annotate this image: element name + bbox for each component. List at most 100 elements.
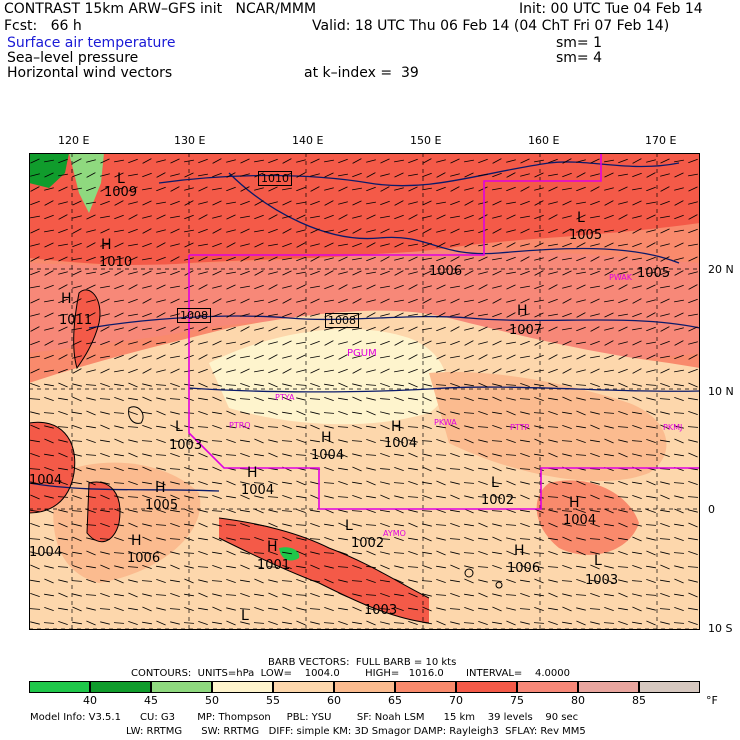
- pressure-label: 1007: [509, 323, 543, 338]
- plot-title: CONTRAST 15km ARW–GFS init NCAR/MMM: [4, 1, 317, 17]
- colorbar-swatch: [29, 681, 90, 693]
- station-label: PTRO: [229, 421, 251, 430]
- pressure-label: 1004: [241, 483, 275, 498]
- pressure-label: 1002: [351, 536, 385, 551]
- colorbar-swatch: [456, 681, 517, 693]
- map-frame: [29, 153, 700, 630]
- field-label-wind: Horizontal wind vectors: [7, 65, 173, 81]
- station-label: AYMO: [383, 529, 406, 538]
- colorbar-swatch: [639, 681, 700, 693]
- high-marker: H: [391, 419, 402, 435]
- model-info-line2: LW: RRTMG SW: RRTMG DIFF: simple KM: 3D …: [126, 726, 586, 737]
- low-marker: L: [577, 210, 585, 226]
- colorbar-swatch: [151, 681, 212, 693]
- contour-legend: CONTOURS: UNITS=hPa LOW= 1004.0 HIGH= 10…: [131, 668, 570, 679]
- high-marker: H: [155, 480, 166, 496]
- colorbar-tick-label: 50: [205, 694, 219, 707]
- colorbar-unit: °F: [706, 694, 718, 707]
- pressure-label: 1004: [563, 513, 597, 528]
- lon-label: 160 E: [528, 134, 560, 147]
- init-time: Init: 00 UTC Tue 04 Feb 14: [519, 1, 703, 17]
- map-panel: 1009 1010 1011 1010 1008 1008 1006 1005 …: [29, 153, 700, 630]
- high-marker: H: [247, 465, 258, 481]
- field-label-temperature: Surface air temperature: [7, 35, 176, 51]
- colorbar-swatch: [212, 681, 273, 693]
- colorbar-tick-label: 45: [144, 694, 158, 707]
- pressure-label: 1006: [127, 551, 161, 566]
- colorbar-tick-label: 55: [266, 694, 280, 707]
- colorbar-tick-label: 70: [449, 694, 463, 707]
- colorbar-tick-label: 65: [388, 694, 402, 707]
- lon-label: 120 E: [58, 134, 90, 147]
- lat-label: 0: [708, 503, 715, 516]
- colorbar-tick-label: 75: [510, 694, 524, 707]
- pressure-label: 1005: [637, 266, 671, 281]
- barb-legend: BARB VECTORS: FULL BARB = 10 kts: [268, 657, 457, 668]
- colorbar-tick-label: 80: [571, 694, 585, 707]
- valid-time: Valid: 18 UTC Thu 06 Feb 14 (04 ChT Fri …: [312, 18, 670, 34]
- high-marker: H: [131, 533, 142, 549]
- high-marker: H: [569, 495, 580, 511]
- colorbar-swatch: [334, 681, 395, 693]
- colorbar-tick-label: 60: [327, 694, 341, 707]
- high-marker: H: [267, 539, 278, 555]
- lon-label: 150 E: [410, 134, 442, 147]
- low-marker: L: [117, 171, 125, 187]
- field-smoothing-slp: sm= 4: [556, 50, 603, 66]
- lon-label: 130 E: [174, 134, 206, 147]
- field-smoothing-temperature: sm= 1: [556, 35, 603, 51]
- colorbar-tick-label: 85: [632, 694, 646, 707]
- temperature-field: [29, 153, 700, 630]
- pressure-label: 1010: [99, 255, 133, 270]
- pressure-label: 1008: [177, 308, 211, 323]
- pressure-label: 1005: [569, 228, 603, 243]
- low-marker: L: [491, 475, 499, 491]
- high-marker: H: [514, 543, 525, 559]
- pressure-label: 1003: [585, 573, 619, 588]
- lon-label: 140 E: [292, 134, 324, 147]
- k-index-label: at k–index = 39: [304, 65, 419, 81]
- pressure-label: 1004: [311, 448, 345, 463]
- high-marker: H: [61, 291, 72, 307]
- pressure-label: 1008: [325, 313, 359, 328]
- lat-label: 10 N: [708, 385, 734, 398]
- pressure-label: 1004: [29, 473, 63, 488]
- high-marker: H: [321, 430, 332, 446]
- forecast-hour: Fcst: 66 h: [4, 18, 82, 34]
- lon-label: 170 E: [645, 134, 677, 147]
- station-label: PTYA: [275, 393, 295, 402]
- station-label: PTTP: [510, 423, 530, 432]
- colorbar-swatch: [273, 681, 334, 693]
- high-marker: H: [517, 303, 528, 319]
- field-label-slp: Sea–level pressure: [7, 50, 139, 66]
- pressure-label: 1004: [29, 545, 63, 560]
- high-marker: H: [101, 237, 112, 253]
- pressure-label: 1002: [481, 493, 515, 508]
- pressure-label: 1011: [59, 313, 93, 328]
- pressure-label: 1010: [258, 171, 292, 186]
- low-marker: L: [594, 553, 602, 569]
- pressure-label: 1006: [507, 561, 541, 576]
- low-marker: L: [345, 518, 353, 534]
- pressure-label: 1003: [364, 603, 398, 618]
- pressure-label: 1009: [104, 185, 138, 200]
- pressure-label: 1005: [145, 498, 179, 513]
- low-marker: L: [175, 419, 183, 435]
- pressure-label: 1003: [169, 438, 203, 453]
- station-label: PGUM: [347, 348, 377, 359]
- colorbar-swatch: [90, 681, 151, 693]
- colorbar-swatch: [578, 681, 639, 693]
- colorbar-tick-label: 40: [83, 694, 97, 707]
- pressure-label: 1001: [257, 558, 291, 573]
- lat-label: 10 S: [708, 622, 733, 635]
- station-label: PKWA: [434, 418, 457, 427]
- lat-label: 20 N: [708, 263, 734, 276]
- low-marker: L: [241, 608, 249, 624]
- colorbar-swatch: [517, 681, 578, 693]
- model-info-line1: Model Info: V3.5.1 CU: G3 MP: Thompson P…: [30, 712, 579, 723]
- station-label: PKMJ: [663, 423, 683, 432]
- station-label: PWAK: [609, 273, 633, 282]
- pressure-label: 1006: [429, 264, 463, 279]
- colorbar-swatch: [395, 681, 456, 693]
- pressure-label: 1004: [384, 436, 418, 451]
